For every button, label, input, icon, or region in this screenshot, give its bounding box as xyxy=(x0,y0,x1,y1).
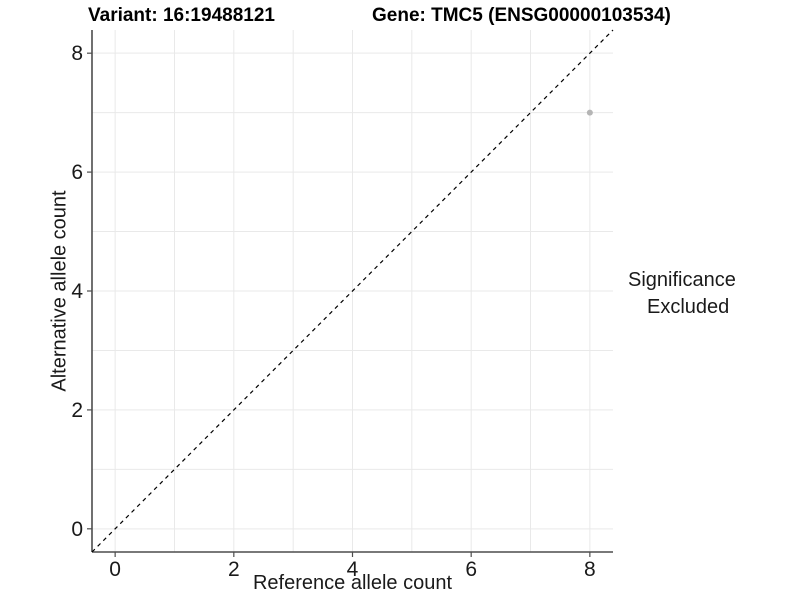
legend: Significance Excluded xyxy=(628,269,736,319)
legend-title: Significance xyxy=(628,269,736,291)
identity-line xyxy=(91,29,614,553)
excluded-point-icon xyxy=(634,304,641,311)
data-point xyxy=(586,109,593,116)
y-tick-label: 8 xyxy=(71,42,83,65)
legend-entry-label: Excluded xyxy=(647,296,730,318)
x-tick-label: 4 xyxy=(347,558,359,581)
variant-title: Variant: 16:19488121 xyxy=(88,5,275,26)
x-tick-label: 6 xyxy=(465,558,477,581)
y-tick-label: 0 xyxy=(71,518,83,541)
x-tick-label: 2 xyxy=(228,558,240,581)
x-tick-label: 0 xyxy=(109,558,121,581)
x-tick-label: 8 xyxy=(584,558,596,581)
y-tick-label: 6 xyxy=(71,161,83,184)
gene-title: Gene: TMC5 (ENSG00000103534) xyxy=(372,5,671,26)
x-axis-title: Reference allele count xyxy=(252,572,452,594)
y-tick-label: 4 xyxy=(71,280,83,303)
y-axis-title: Alternative allele count xyxy=(48,190,71,392)
y-tick-label: 2 xyxy=(71,399,83,422)
legend-entry: Excluded xyxy=(628,296,736,319)
